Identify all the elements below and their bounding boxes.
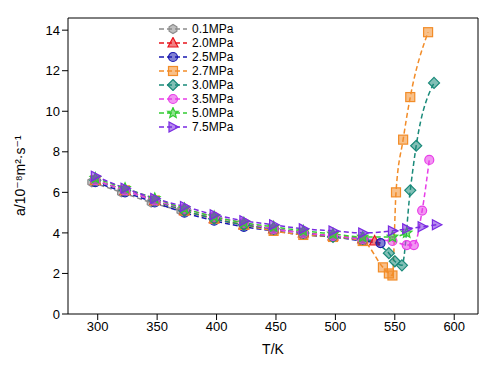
svg-text:500: 500 xyxy=(325,319,347,334)
svg-text:a/10⁻⁸m²·s⁻¹: a/10⁻⁸m²·s⁻¹ xyxy=(12,135,28,216)
html-text:7.5MPa: 7.5MPa xyxy=(192,120,234,134)
svg-text:550: 550 xyxy=(384,319,406,334)
svg-text:0: 0 xyxy=(53,307,60,322)
svg-text:8: 8 xyxy=(53,144,60,159)
svg-text:14: 14 xyxy=(46,23,60,38)
html-text:3.5MPa: 3.5MPa xyxy=(192,92,234,106)
html-text:2.7MPa: 2.7MPa xyxy=(192,64,234,78)
svg-text:300: 300 xyxy=(87,319,109,334)
html-text:2.5MPa: 2.5MPa xyxy=(192,50,234,64)
html-text:2.0MPa: 2.0MPa xyxy=(192,36,234,50)
svg-text:4: 4 xyxy=(53,226,60,241)
svg-text:400: 400 xyxy=(206,319,228,334)
svg-text:450: 450 xyxy=(265,319,287,334)
svg-text:6: 6 xyxy=(53,185,60,200)
html-text:3.0MPa: 3.0MPa xyxy=(192,78,234,92)
svg-text:2: 2 xyxy=(53,266,60,281)
html-text:0.1MPa: 0.1MPa xyxy=(192,22,234,36)
svg-text:12: 12 xyxy=(46,63,60,78)
html-text:5.0MPa: 5.0MPa xyxy=(192,106,234,120)
svg-text:10: 10 xyxy=(46,104,60,119)
svg-text:350: 350 xyxy=(146,319,168,334)
svg-text:600: 600 xyxy=(443,319,465,334)
svg-text:T/K: T/K xyxy=(262,341,284,357)
